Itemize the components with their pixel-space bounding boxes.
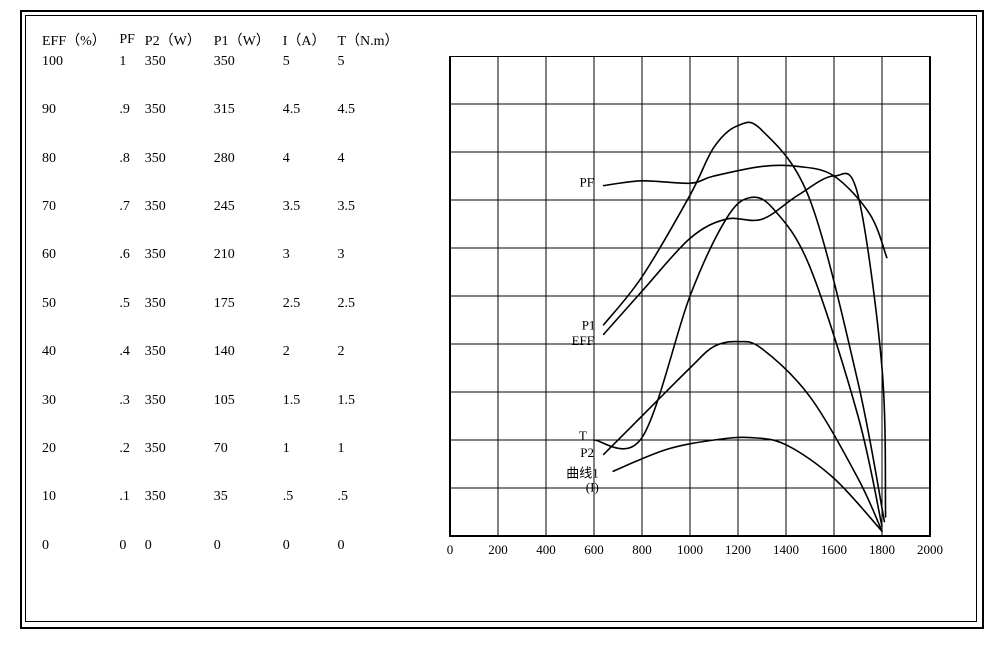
scale-cell: 4: [279, 151, 334, 199]
scale-cell: 10: [38, 489, 115, 537]
scale-header: I（A）: [279, 26, 334, 54]
curve-label: PF: [580, 175, 594, 190]
scale-cell: 3.5: [279, 199, 334, 247]
scale-cell: 2.5: [279, 296, 334, 344]
x-tick-label: 1800: [869, 542, 895, 557]
curve-p2: [604, 342, 882, 532]
scale-cell: 1.5: [279, 393, 334, 441]
scale-cell: 20: [38, 441, 115, 489]
scale-cell: 4: [334, 151, 409, 199]
scale-cell: 100: [38, 54, 115, 102]
scale-cell: 245: [210, 199, 279, 247]
scale-cell: 350: [141, 151, 210, 199]
x-tick-label: 800: [632, 542, 652, 557]
scale-cell: .7: [115, 199, 140, 247]
scale-header: T（N.m）: [334, 26, 409, 54]
scale-cell: 40: [38, 344, 115, 392]
curve-label: P2: [580, 445, 594, 460]
scale-cell: .8: [115, 151, 140, 199]
scale-cell: 5: [334, 54, 409, 102]
scale-cell: 0: [334, 538, 409, 586]
scale-header: PF: [115, 26, 140, 54]
scale-cell: 105: [210, 393, 279, 441]
scale-cell: 1: [115, 54, 140, 102]
scale-cell: 0: [38, 538, 115, 586]
scale-cell: 90: [38, 102, 115, 150]
x-tick-label: 600: [584, 542, 604, 557]
scale-cell: 70: [38, 199, 115, 247]
x-tick-label: 400: [536, 542, 556, 557]
page: EFF（%）PFP2（W）P1（W）I（A）T（N.m） 10013503505…: [0, 0, 1000, 645]
x-tick-label: 2000: [917, 542, 943, 557]
scale-header: EFF（%）: [38, 26, 115, 54]
scale-cell: 350: [141, 441, 210, 489]
scale-cell: 1: [279, 441, 334, 489]
scale-cell: .6: [115, 247, 140, 295]
scale-cell: 175: [210, 296, 279, 344]
scale-cell: .5: [279, 489, 334, 537]
chart-area: 0 200 400 600 800 1000 1200 1400 1600 1800 2000 PF P…: [430, 56, 960, 586]
scale-cell: .5: [115, 296, 140, 344]
scale-header: P2（W）: [141, 26, 210, 54]
curve-label: T: [579, 428, 587, 443]
scale-cell: 1: [334, 441, 409, 489]
scale-cell: 350: [141, 344, 210, 392]
scale-cell: 350: [141, 489, 210, 537]
scale-cell: 5: [279, 54, 334, 102]
scale-cell: 350: [141, 247, 210, 295]
curve-label: EFF: [572, 333, 594, 348]
scale-cell: 350: [141, 393, 210, 441]
scale-cell: 0: [210, 538, 279, 586]
scale-cell: 350: [141, 199, 210, 247]
x-tick-label: 200: [488, 542, 508, 557]
x-tick-label: 1000: [677, 542, 703, 557]
scale-cell: .5: [334, 489, 409, 537]
scale-table: EFF（%）PFP2（W）P1（W）I（A）T（N.m） 10013503505…: [38, 26, 408, 586]
scale-cell: 0: [279, 538, 334, 586]
x-tick-label: 1600: [821, 542, 847, 557]
curve-i: [613, 437, 882, 531]
scale-cell: .3: [115, 393, 140, 441]
scale-cell: 350: [210, 54, 279, 102]
scale-cell: 4.5: [334, 102, 409, 150]
scale-cell: .9: [115, 102, 140, 150]
scale-cell: 60: [38, 247, 115, 295]
scale-cell: 3: [334, 247, 409, 295]
scale-cell: 350: [141, 102, 210, 150]
scale-header: P1（W）: [210, 26, 279, 54]
scale-cell: 35: [210, 489, 279, 537]
scale-cell: 80: [38, 151, 115, 199]
scale-cell: 30: [38, 393, 115, 441]
scale-cell: 50: [38, 296, 115, 344]
scale-cell: 1.5: [334, 393, 409, 441]
scale-cell: 3: [279, 247, 334, 295]
scale-cell: 2: [279, 344, 334, 392]
scale-cell: .2: [115, 441, 140, 489]
scale-cell: 70: [210, 441, 279, 489]
scale-cell: 140: [210, 344, 279, 392]
scale-cell: .1: [115, 489, 140, 537]
scale-cell: 2: [334, 344, 409, 392]
scale-cell: 0: [141, 538, 210, 586]
x-tick-label: 1200: [725, 542, 751, 557]
x-tick-label: 1400: [773, 542, 799, 557]
scale-cell: 4.5: [279, 102, 334, 150]
scale-cell: 3.5: [334, 199, 409, 247]
x-tick-label: 0: [447, 542, 454, 557]
scale-cell: 2.5: [334, 296, 409, 344]
curve-eff: [604, 173, 886, 516]
curve-label: P1: [582, 318, 596, 333]
scale-cell: 350: [141, 296, 210, 344]
curve-label: 曲线1(I): [566, 465, 599, 494]
scale-cell: .4: [115, 344, 140, 392]
scale-cell: 315: [210, 102, 279, 150]
curve-pf: [604, 165, 887, 257]
scale-cell: 280: [210, 151, 279, 199]
scale-cell: 210: [210, 247, 279, 295]
scale-cell: 350: [141, 54, 210, 102]
scale-cell: 0: [115, 538, 140, 586]
